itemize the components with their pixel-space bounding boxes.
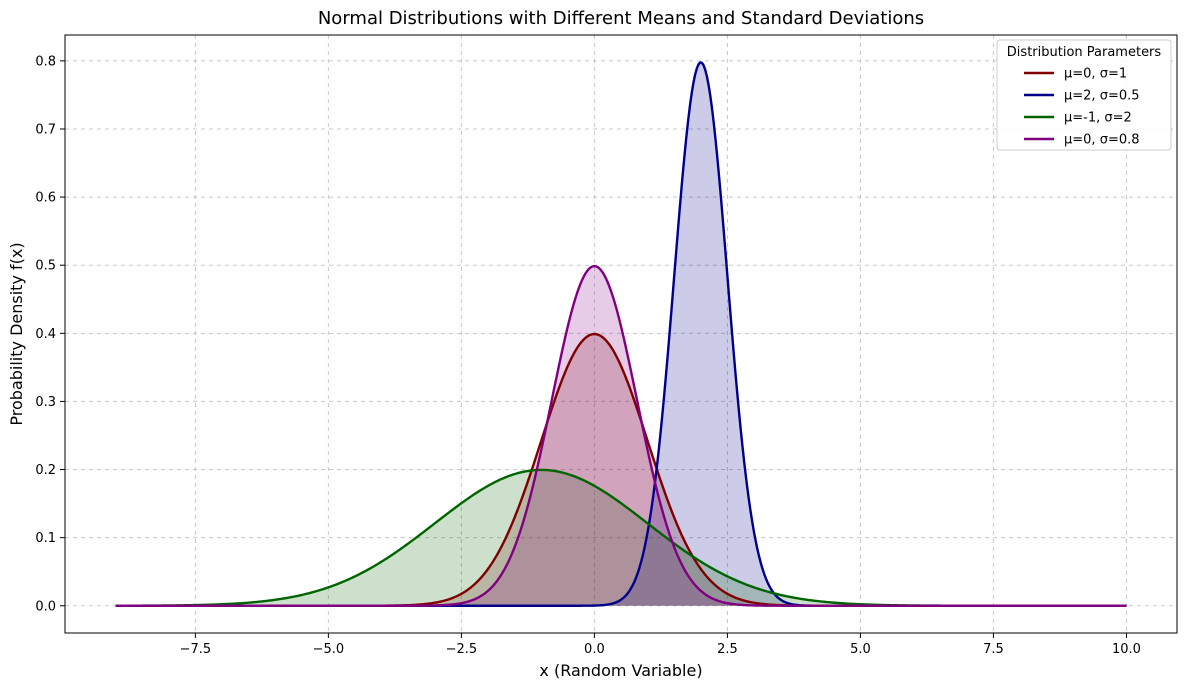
x-axis-label: x (Random Variable) [539, 661, 702, 680]
legend: Distribution Parameters μ=0, σ=1 μ=2, σ=0… [996, 39, 1172, 151]
y-tick-label: 0.2 [35, 463, 56, 478]
x-tick-label: 2.5 [717, 642, 738, 657]
legend-label-0: μ=0, σ=1 [1064, 67, 1127, 82]
x-tick-label: 0.0 [584, 642, 605, 657]
legend-box [996, 39, 1172, 151]
y-tick-label: 0.6 [35, 191, 56, 206]
legend-entries: μ=0, σ=1 μ=2, σ=0.5 μ=-1, σ=2 μ=0, σ=0.8 [1024, 67, 1140, 148]
y-tick-label: 0.5 [35, 259, 56, 274]
series-fill-3 [115, 266, 1127, 606]
chart-title: Normal Distributions with Different Mean… [318, 8, 924, 29]
legend-label-2: μ=-1, σ=2 [1064, 111, 1132, 126]
legend-title: Distribution Parameters [1007, 45, 1162, 60]
x-tick-label: −5.0 [313, 642, 345, 657]
y-tick-label: 0.7 [35, 122, 56, 137]
series-fills [115, 62, 1127, 606]
x-tick-label: 10.0 [1112, 642, 1141, 657]
series-lines [115, 61, 1127, 607]
y-tick-label: 0.1 [35, 531, 56, 546]
series-line-3 [115, 264, 1127, 607]
plot-area-frame [64, 34, 1178, 634]
x-tick-label: 7.5 [983, 642, 1004, 657]
y-tick-label: 0.3 [35, 395, 56, 410]
x-tick-label: −7.5 [180, 642, 212, 657]
x-tick-label: −2.5 [446, 642, 478, 657]
y-tick-label: 0.8 [35, 54, 56, 69]
series-fill-2 [115, 469, 1127, 606]
y-tick-label: 0.4 [35, 327, 56, 342]
legend-label-3: μ=0, σ=0.8 [1064, 133, 1140, 148]
x-tick-label: 5.0 [850, 642, 871, 657]
axis-ticks: −7.5 −5.0 −2.5 0.0 2.5 5.0 7.5 10.0 0.0 0.1 0.2 0.3… [35, 54, 1141, 657]
y-axis-label: Probability Density f(x) [7, 242, 26, 425]
legend-label-1: μ=2, σ=0.5 [1064, 89, 1140, 104]
y-tick-label: 0.0 [35, 599, 56, 614]
series-fill-0 [115, 334, 1127, 606]
